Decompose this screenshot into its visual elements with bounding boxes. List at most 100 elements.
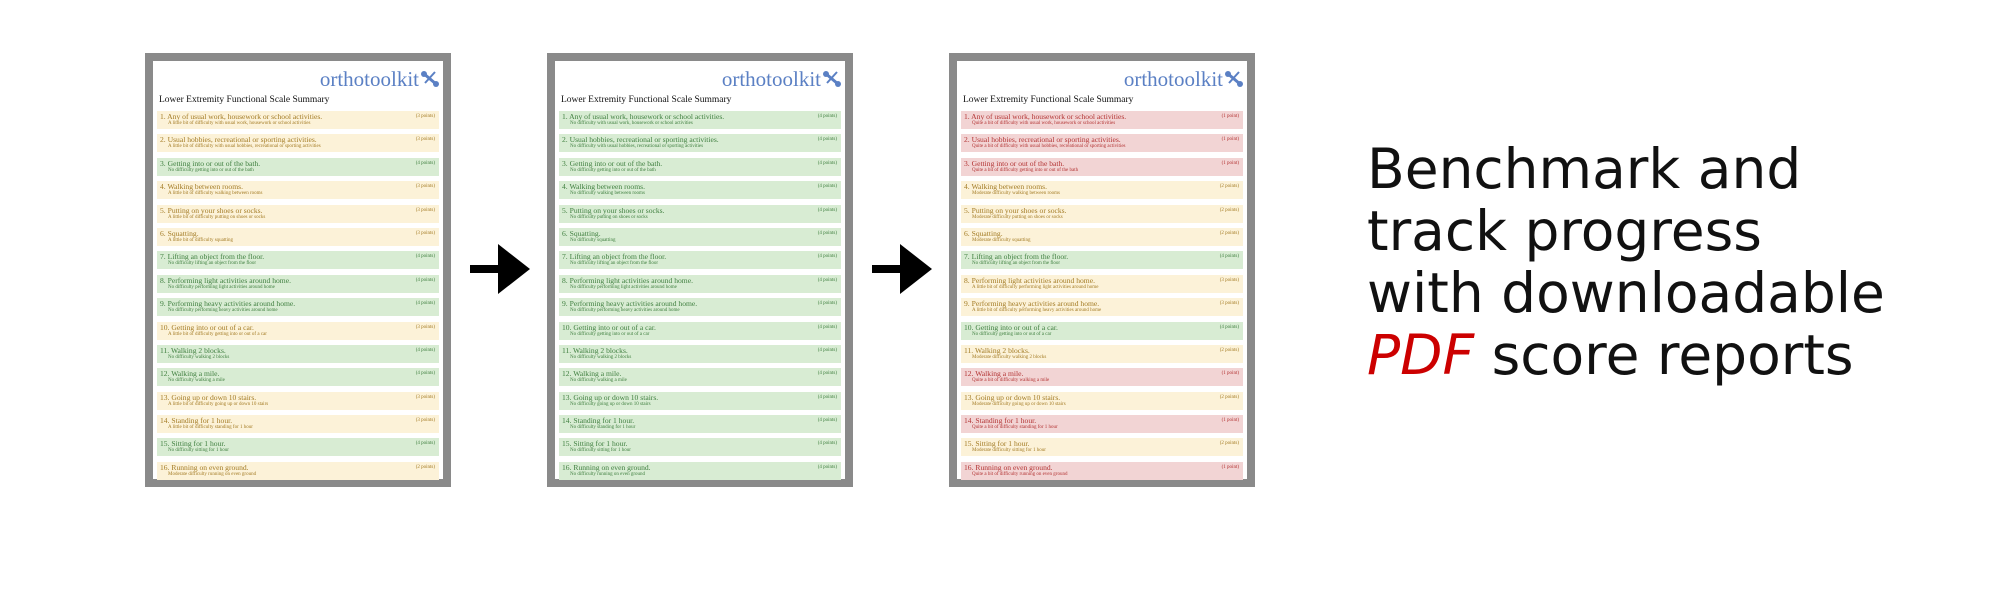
item-answer: No difficulty getting into or out of the… [570,167,656,173]
item-points: (4 points) [817,254,837,260]
item-question: 12. Walking a mile. [964,369,1024,379]
score-item: 12. Walking a mile. No difficulty walking… [559,368,841,387]
item-points: (1 point) [1221,114,1239,119]
item-answer: No difficulty squatting [570,237,616,243]
item-answer: No difficulty getting into or out of a c… [972,331,1052,337]
item-answer: No difficulty performing heavy activitie… [570,308,680,314]
item-answer: A little bit of difficulty going up or d… [168,401,269,407]
score-item: 6. Squatting. Moderate difficulty squatti… [961,227,1243,246]
item-question: 15. Sitting for 1 hour. [964,439,1030,449]
score-item: 13. Going up or down 10 stairs. A little … [157,391,439,410]
item-answer: No difficulty walking 2 blocks [570,354,632,360]
score-item: 11. Walking 2 blocks. No difficulty walki… [157,344,439,363]
item-answer: No difficulty standing for 1 hour [570,425,636,431]
item-points: (4 points) [817,230,837,236]
item-question: 5. Putting on your shoes or socks. [160,205,263,215]
score-item: 5. Putting on your shoes or socks. Modera… [961,204,1243,223]
item-answer: A little bit of difficulty putting on sh… [168,214,266,220]
item-question: 6. Squatting. [562,228,601,238]
score-item: 4. Walking between rooms. Moderate diffic… [961,181,1243,200]
item-answer: No difficulty sitting for 1 hour [168,448,229,454]
item-answer: Moderate difficulty going up or down 10 … [972,401,1066,407]
score-item: 10. Getting into or out of a car. No diff… [961,321,1243,340]
item-answer: A little bit of difficulty with usual wo… [168,121,311,126]
item-points: (1 point) [1221,464,1239,470]
item-points: (4 points) [415,277,435,283]
item-points: (3 points) [415,230,435,236]
item-points: (3 points) [1219,301,1239,307]
item-points: (4 points) [817,160,837,166]
item-question: 10. Getting into or out of a car. [160,322,254,332]
item-answer: No difficulty walking a mile [168,378,225,384]
score-item: 6. Squatting. No difficulty squatting (4 p… [559,227,841,246]
item-question: 4. Walking between rooms. [562,182,645,192]
wrench-icon [1225,71,1243,92]
report-page: orthotoolkit Lower Extremity Functional S… [949,53,1255,487]
item-question: 3. Getting into or out of the bath. [562,158,663,168]
brand: orthotoolkit [1123,67,1223,91]
score-item: 16. Running on even ground. Moderate diff… [157,461,439,480]
item-list: 1. Any of usual work, housework or schoo… [157,111,439,485]
item-question: 8. Performing light activities around ho… [562,275,693,285]
item-points: (3 points) [415,184,435,190]
score-item: 16. Running on even ground. Quite a bit o… [961,461,1243,480]
score-item: 16. Running on even ground. No difficulty… [559,461,841,480]
item-question: 2. Usual hobbies, recreational or sporti… [562,135,719,145]
headline-line: PDF score reports [1367,324,1885,386]
item-question: 6. Squatting. [964,228,1003,238]
item-points: (3 points) [415,418,435,424]
score-item: 10. Getting into or out of a car. No diff… [559,321,841,340]
score-item: 15. Sitting for 1 hour. Moderate difficul… [961,438,1243,457]
score-item: 4. Walking between rooms. No difficulty w… [559,181,841,200]
wrench-icon [823,71,841,92]
item-question: 7. Lifting an object from the floor. [562,252,667,262]
score-item: 11. Walking 2 blocks. Moderate difficulty… [961,344,1243,363]
score-item: 9. Performing heavy activities around ho… [559,298,841,317]
score-item: 8. Performing light activities around ho… [961,274,1243,293]
headline-line: with downloadable [1367,261,1885,325]
item-question: 9. Performing heavy activities around ho… [562,299,698,309]
item-answer: Quite a bit of difficulty standing for 1… [972,425,1058,431]
report-page: orthotoolkit Lower Extremity Functional S… [145,53,451,487]
item-list: 1. Any of usual work, housework or schoo… [961,111,1243,485]
score-item: 1. Any of usual work, housework or schoo… [961,111,1243,129]
item-points: (2 points) [1219,347,1239,353]
brand: orthotoolkit [319,67,419,91]
score-item: 2. Usual hobbies, recreational or sporti… [559,134,841,153]
score-item: 5. Putting on your shoes or socks. No dif… [559,204,841,223]
item-question: 16. Running on even ground. [964,462,1053,472]
item-question: 7. Lifting an object from the floor. [964,252,1069,262]
item-question: 1. Any of usual work, housework or schoo… [562,112,725,121]
item-points: (1 point) [1221,137,1239,143]
item-answer: No difficulty getting into or out of the… [168,167,254,173]
item-points: (4 points) [415,371,435,377]
item-answer: No difficulty sitting for 1 hour [570,448,631,454]
item-points: (3 points) [415,324,435,330]
item-answer: No difficulty with usual work, housework… [570,121,693,126]
item-points: (4 points) [817,184,837,190]
item-question: 1. Any of usual work, housework or schoo… [160,112,323,121]
item-answer: No difficulty going up or down 10 stairs [570,401,651,407]
item-answer: No difficulty running on even ground [570,471,646,477]
item-question: 4. Walking between rooms. [160,182,243,192]
item-answer: No difficulty getting into or out of a c… [570,331,650,337]
item-answer: No difficulty lifting an object from the… [570,261,659,267]
item-points: (2 points) [1219,230,1239,236]
item-points: (1 point) [1221,418,1239,424]
score-item: 8. Performing light activities around ho… [559,274,841,293]
item-answer: No difficulty lifting an object from the… [168,261,257,267]
report-page: orthotoolkit Lower Extremity Functional S… [547,53,853,487]
item-question: 1. Any of usual work, housework or schoo… [964,112,1127,121]
item-question: 9. Performing heavy activities around ho… [160,299,296,309]
score-item: 14. Standing for 1 hour. A little bit of … [157,415,439,434]
item-answer: Quite a bit of difficulty with usual hob… [972,144,1126,150]
report-title: Lower Extremity Functional Scale Summary [561,95,732,105]
item-question: 14. Standing for 1 hour. [160,416,233,426]
score-item: 9. Performing heavy activities around ho… [961,298,1243,317]
item-points: (3 points) [415,394,435,400]
item-question: 11. Walking 2 blocks. [964,345,1030,355]
item-answer: A little bit of difficulty with usual ho… [168,144,321,150]
item-question: 5. Putting on your shoes or socks. [964,205,1067,215]
item-answer: Quite a bit of difficulty with usual wor… [972,121,1116,126]
